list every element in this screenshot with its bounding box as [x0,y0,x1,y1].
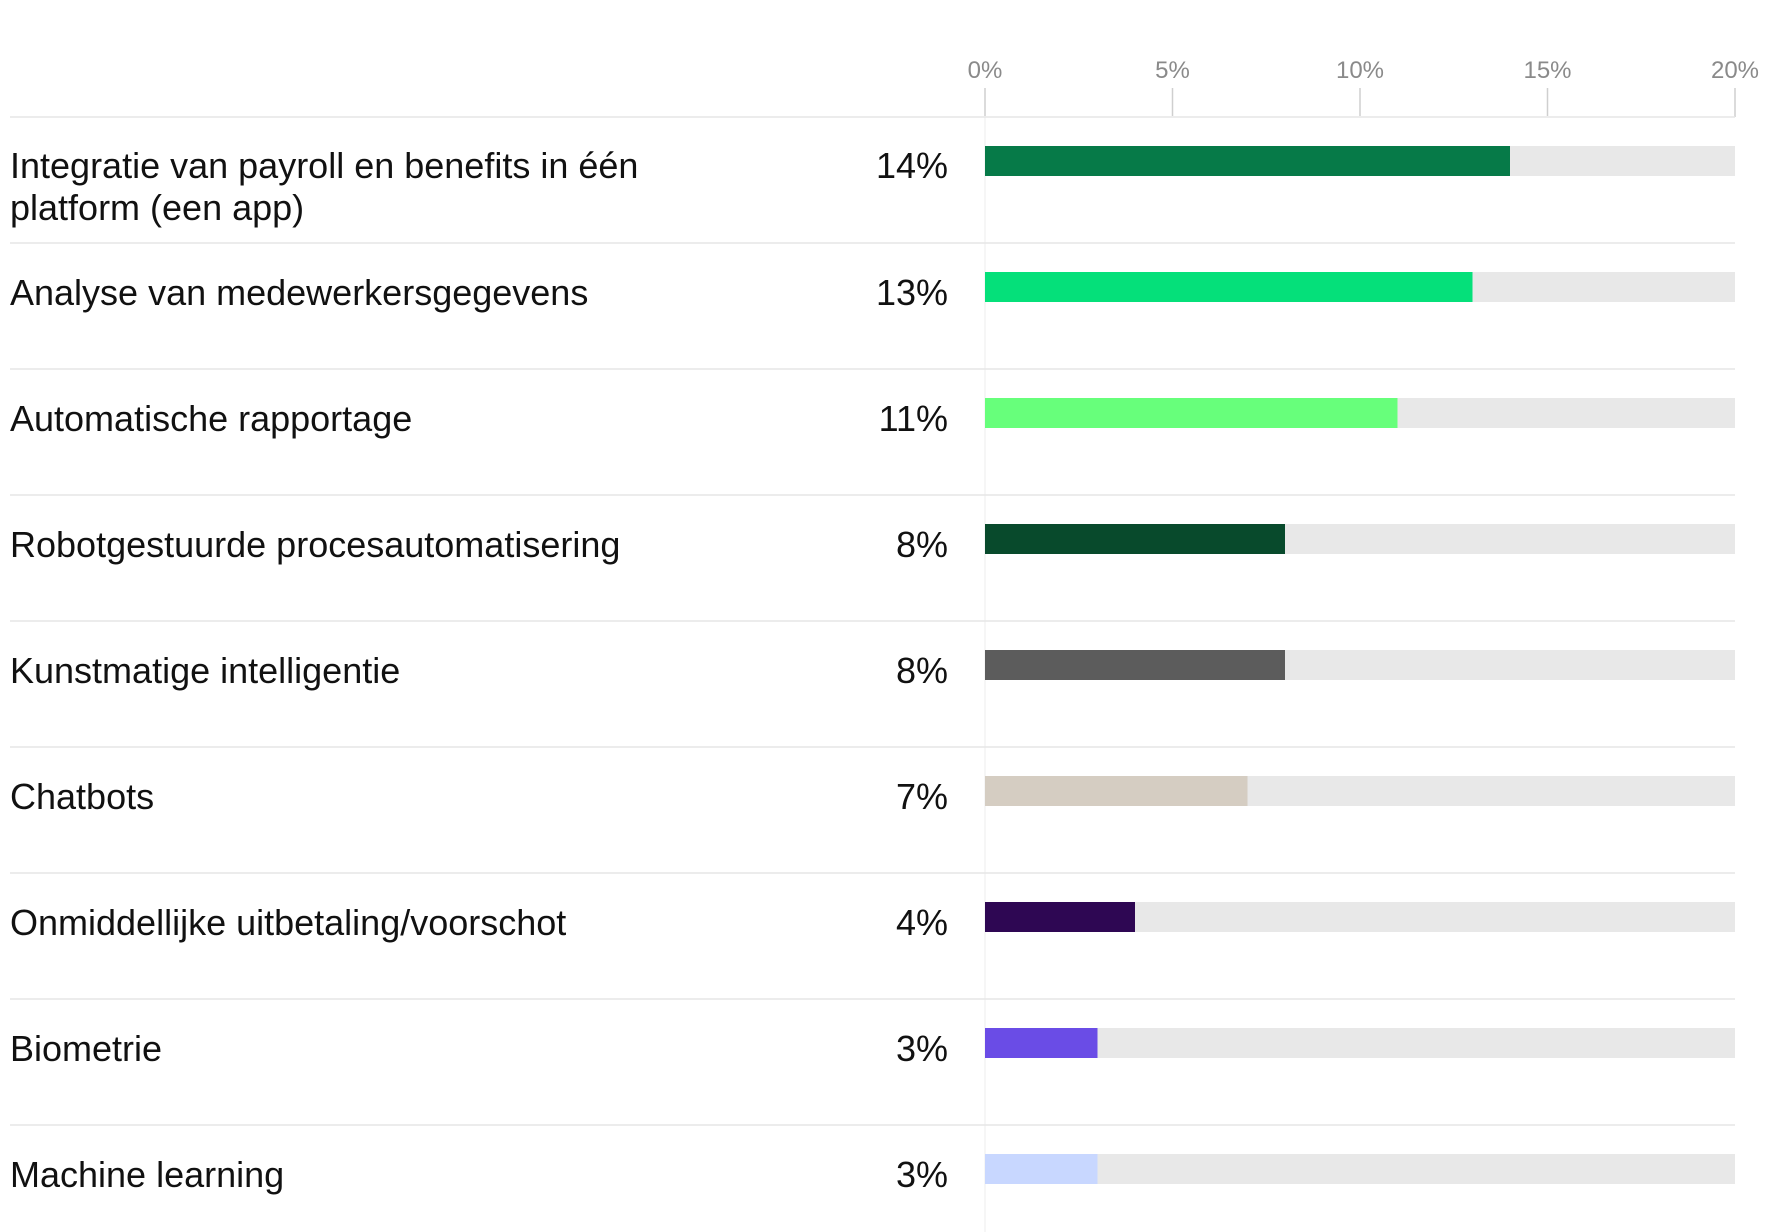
value-label: 13% [875,272,948,313]
bar [985,1028,1098,1058]
bar-track [985,1028,1735,1058]
x-tick-label: 0% [967,57,1003,84]
value-label: 8% [895,524,948,565]
bar [985,776,1248,806]
x-tick-label: 5% [1155,57,1190,84]
bar [985,146,1510,176]
category-label: Analyse van medewerkersgegevens [10,272,589,313]
x-tick-label: 10% [1335,57,1385,84]
value-label: 3% [895,1154,948,1195]
bar [985,524,1285,554]
value-label: 14% [875,145,948,186]
category-label: Onmiddellijke uitbetaling/voorschot [10,902,567,943]
value-label: 8% [895,650,948,691]
value-label: 7% [895,776,948,817]
value-label: 3% [895,1028,948,1069]
category-label: Chatbots [10,776,155,817]
bar-track [985,1154,1735,1184]
category-label: Biometrie [10,1028,163,1069]
bar [985,398,1398,428]
category-label: Machine learning [10,1154,285,1195]
category-label: Robotgestuurde procesautomatisering [10,524,621,565]
bar [985,650,1285,680]
value-label: 11% [878,398,948,439]
bar [985,1154,1098,1184]
bar [985,272,1473,302]
bar [985,902,1135,932]
category-label: Kunstmatige intelligentie [10,650,401,691]
category-label: Automatische rapportage [10,398,413,439]
category-label: Integratie van payroll en benefits in éé… [10,145,639,228]
value-label: 4% [895,902,948,943]
x-tick-label: 20% [1710,57,1760,84]
x-tick-label: 15% [1523,57,1572,84]
